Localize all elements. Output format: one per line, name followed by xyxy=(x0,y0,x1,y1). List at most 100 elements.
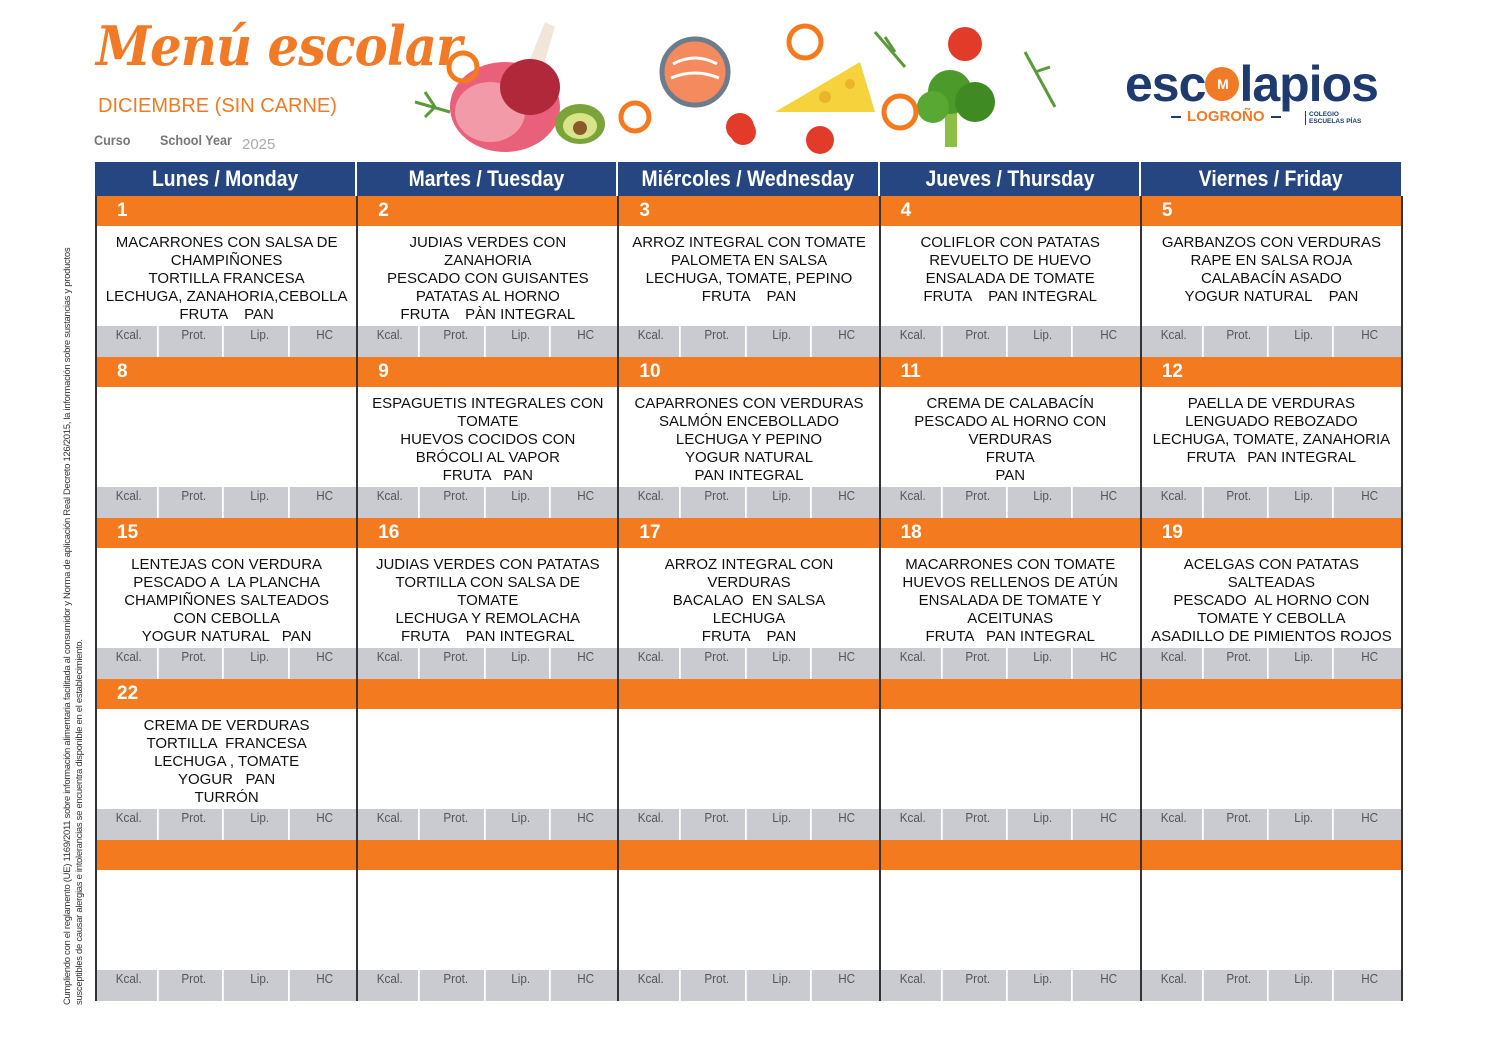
day-cell: Kcal. Prot. Lip. HC xyxy=(619,679,881,840)
week-row: 1 MACARRONES CON SALSA DE CHAMPIÑONES TORTI… xyxy=(95,196,1404,357)
menu-dish: LENTEJAS CON VERDURA xyxy=(131,556,323,573)
nutrition-label: Kcal. xyxy=(884,326,943,357)
nutrition-label: Kcal. xyxy=(623,970,682,1001)
nutrition-label: Kcal. xyxy=(361,970,421,1001)
menu-dish: ASADILLO DE PIMIENTOS ROJOS xyxy=(1151,628,1392,645)
logo-city: LOGROÑO xyxy=(1165,108,1287,125)
nutrition-row: Kcal. Prot. Lip. HC xyxy=(97,648,357,679)
day-menu xyxy=(1142,709,1401,809)
menu-dish: HUEVOS RELLENOS DE ATÚN xyxy=(902,574,1119,591)
day-cell: 4 COLIFLOR CON PATATAS REVUELTO DE HUEVO EN… xyxy=(880,196,1142,357)
nutrition-label: Lip. xyxy=(492,809,551,840)
nutrition-row: Kcal. Prot. Lip. HC xyxy=(97,970,357,1001)
menu-dish: TOMATE xyxy=(457,592,519,609)
nutrition-row: Kcal. Prot. Lip. HC xyxy=(619,487,879,518)
menu-dish: FRUTA PAN xyxy=(442,467,533,484)
nutrition-label: Lip. xyxy=(1014,487,1074,518)
menu-dish: CHAMPIÑONES SALTEADOS xyxy=(124,592,329,609)
nutrition-label: Prot. xyxy=(688,970,747,1001)
weekday-label: Miércoles / Wednesday xyxy=(641,166,855,191)
weekday-label: Jueves / Thursday xyxy=(925,166,1095,191)
day-number: 12 xyxy=(1141,357,1402,387)
weekday-wednesday: Miércoles / Wednesday xyxy=(618,162,880,196)
day-menu: CAPARRONES CON VERDURAS SALMÓN ENCEBOLLAD… xyxy=(619,387,878,487)
nutrition-label: Kcal. xyxy=(623,487,682,518)
nutrition-label: Lip. xyxy=(1014,326,1074,357)
nutrition-label: Prot. xyxy=(1210,648,1270,679)
nutrition-label: HC xyxy=(1360,488,1378,503)
day-number: 15 xyxy=(97,518,357,548)
nutrition-label: Prot. xyxy=(688,809,747,840)
menu-dish: ARROZ INTEGRAL CON xyxy=(664,556,834,573)
nutrition-label: Prot. xyxy=(166,809,225,840)
menu-dish: BACALAO EN SALSA xyxy=(672,592,826,609)
day-menu xyxy=(358,870,617,970)
nutrition-label: Kcal. xyxy=(100,970,160,1001)
menu-dish: YOGUR NATURAL PAN xyxy=(1184,288,1359,305)
nutrition-label: Kcal. xyxy=(1145,487,1204,518)
nutrition-label: Prot. xyxy=(1210,809,1270,840)
menu-dish: CREMA DE CALABACÍN xyxy=(926,395,1094,412)
menu-dish: FRUTA PAN INTEGRAL xyxy=(1186,449,1357,466)
nutrition-label: Lip. xyxy=(1014,970,1074,1001)
nutrition-label: Kcal. xyxy=(1145,648,1204,679)
nutrition-row: Kcal. Prot. Lip. HC xyxy=(619,809,879,840)
day-menu: JUDIAS VERDES CON ZANAHORIA PESCADO CON GU… xyxy=(358,226,617,326)
nutrition-label: Prot. xyxy=(166,970,225,1001)
nutrition-label: HC xyxy=(316,488,333,503)
day-number xyxy=(880,679,1140,709)
day-number: 1 xyxy=(97,196,357,226)
nutrition-label: Prot. xyxy=(427,326,486,357)
day-menu xyxy=(97,870,356,970)
herb-icon xyxy=(414,31,1057,119)
nutrition-label: Lip. xyxy=(492,970,551,1001)
day-number: 11 xyxy=(880,357,1140,387)
allergen-legal-note: Cumpliendo con el reglamento (UE) 1169/2… xyxy=(62,247,85,1005)
day-number xyxy=(880,840,1140,870)
menu-dish: YOGUR PAN xyxy=(177,771,276,788)
menu-dish: FRUTA PAN INTEGRAL xyxy=(400,628,575,645)
nutrition-label: Lip. xyxy=(231,809,290,840)
menu-dish: PAN xyxy=(995,467,1026,484)
avocado-icon xyxy=(555,104,605,144)
day-menu: ARROZ INTEGRAL CON VERDURAS BACALAO EN SAL… xyxy=(619,548,878,648)
tomato-icon xyxy=(726,27,982,154)
nutrition-label: Kcal. xyxy=(1145,809,1204,840)
weekday-friday: Viernes / Friday xyxy=(1141,162,1403,196)
nutrition-label: HC xyxy=(1360,327,1378,342)
menu-dish: PATATAS AL HORNO xyxy=(415,288,560,305)
nutrition-label: Lip. xyxy=(492,648,551,679)
day-cell: 5 GARBANZOS CON VERDURAS RAPE EN SALSA ROJ… xyxy=(1141,196,1404,357)
menu-dish: MACARRONES CON SALSA DE xyxy=(115,234,338,251)
day-number: 22 xyxy=(97,679,357,709)
weeks-container: 1 MACARRONES CON SALSA DE CHAMPIÑONES TORTI… xyxy=(95,196,1404,1001)
nutrition-label: HC xyxy=(316,810,333,825)
menu-dish: PESCADO AL HORNO CON xyxy=(914,413,1107,430)
day-menu: PAELLA DE VERDURAS LENGUADO REBOZADO LECHU… xyxy=(1142,387,1401,487)
menu-dish: REVUELTO DE HUEVO xyxy=(929,252,1092,269)
day-number: 18 xyxy=(880,518,1140,548)
menu-dish: ENSALADA DE TOMATE xyxy=(925,270,1095,287)
nutrition-label: Lip. xyxy=(1276,487,1335,518)
day-cell: Kcal. Prot. Lip. HC xyxy=(880,679,1142,840)
nutrition-label: Kcal. xyxy=(623,648,682,679)
nutrition-label: Prot. xyxy=(1210,970,1270,1001)
day-cell: Kcal. Prot. Lip. HC xyxy=(619,840,881,1001)
day-cell: 1 MACARRONES CON SALSA DE CHAMPIÑONES TORTI… xyxy=(95,196,359,357)
day-menu: MACARRONES CON SALSA DE CHAMPIÑONES TORTIL… xyxy=(97,226,356,326)
nutrition-label: Lip. xyxy=(231,648,290,679)
nutrition-row: Kcal. Prot. Lip. HC xyxy=(358,326,618,357)
nutrition-label: HC xyxy=(1360,649,1378,664)
day-cell: 9 ESPAGUETIS INTEGRALES CON TOMATE HUEVOS C… xyxy=(358,357,620,518)
menu-dish: CALABACÍN ASADO xyxy=(1200,270,1342,287)
day-cell: Kcal. Prot. Lip. HC xyxy=(358,679,620,840)
menu-dish: TOMATE xyxy=(457,413,519,430)
day-menu: LENTEJAS CON VERDURA PESCADO A LA PLANCHA… xyxy=(97,548,356,648)
nutrition-label: Kcal. xyxy=(1145,970,1204,1001)
menu-dish: PESCADO CON GUISANTES xyxy=(386,270,589,287)
nutrition-label: HC xyxy=(838,810,856,825)
day-number: 8 xyxy=(97,357,357,387)
nutrition-label: HC xyxy=(577,810,595,825)
menu-dish: LECHUGA, ZANAHORIA,CEBOLLA xyxy=(105,288,348,305)
